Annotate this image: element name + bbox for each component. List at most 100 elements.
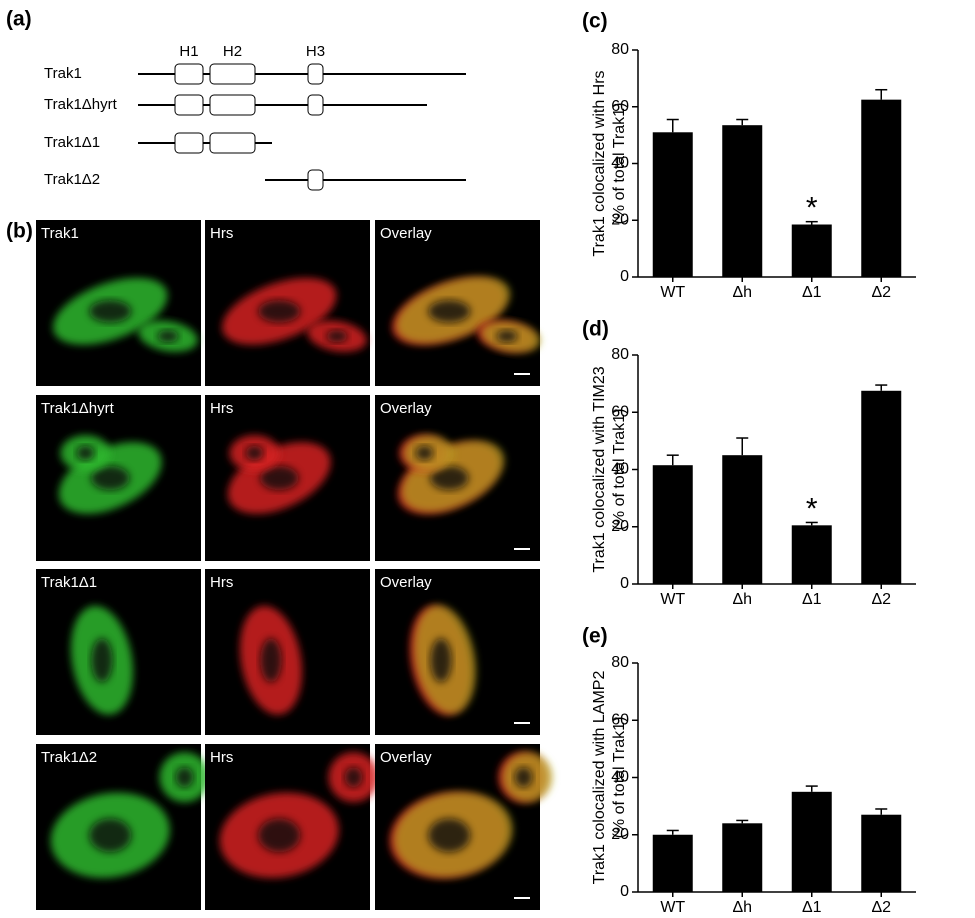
nucleus — [415, 445, 434, 461]
y-axis-label: Trak1 colocalized with TIM23 — [591, 366, 608, 572]
y-tick-label: 0 — [620, 575, 629, 592]
domain-box — [307, 63, 324, 85]
micrograph: Hrs — [205, 569, 370, 735]
x-tick-label: Δh — [732, 899, 752, 916]
domain-box — [209, 132, 256, 154]
y-tick-label: 20 — [611, 518, 629, 535]
micrograph-label: Hrs — [210, 225, 233, 242]
domain-box — [174, 94, 204, 116]
bar — [791, 224, 832, 277]
x-tick-label: Δ2 — [871, 591, 891, 608]
nucleus — [76, 445, 95, 461]
y-tick-label: 80 — [611, 41, 629, 58]
bar — [861, 99, 902, 277]
domain-label: H2 — [223, 43, 242, 60]
micrograph: Overlay — [375, 569, 540, 735]
nucleus — [514, 767, 533, 788]
nucleus — [260, 638, 282, 683]
x-tick-label: WT — [660, 899, 685, 916]
nucleus — [157, 330, 179, 343]
micrograph-label: Overlay — [380, 225, 432, 242]
nucleus — [430, 466, 469, 490]
x-tick-label: Δ1 — [802, 899, 822, 916]
micrograph: Overlay — [375, 744, 553, 910]
bar — [722, 823, 763, 892]
micrograph: Hrs — [205, 395, 370, 561]
x-tick-label: Δh — [732, 284, 752, 301]
nucleus — [91, 466, 130, 490]
bar — [861, 814, 902, 892]
micrograph-label: Hrs — [210, 400, 233, 417]
x-tick-label: Δ2 — [871, 284, 891, 301]
nucleus — [175, 767, 194, 788]
micrograph: Trak1 — [36, 220, 201, 386]
micrograph: Hrs — [205, 744, 379, 910]
construct-label: Trak1Δhyrt — [44, 96, 118, 113]
nucleus — [430, 638, 452, 683]
micrograph: Trak1Δ2 — [36, 744, 210, 910]
panel-label: (d) — [582, 318, 609, 341]
nucleus — [91, 638, 113, 683]
y-axis-label: (% of total Trak1) — [611, 103, 628, 225]
y-tick-label: 60 — [611, 711, 629, 728]
domain-box — [307, 94, 324, 116]
construct-label: Trak1Δ2 — [44, 171, 100, 188]
x-tick-label: WT — [660, 591, 685, 608]
micrograph: Trak1Δ1 — [36, 569, 201, 735]
domain-box — [174, 132, 204, 154]
nucleus — [496, 330, 518, 343]
y-axis-label: (% of total Trak1) — [611, 409, 628, 531]
y-tick-label: 40 — [611, 769, 629, 786]
micrograph-label: Trak1 — [41, 225, 79, 242]
panel-label: (c) — [582, 10, 608, 33]
nucleus — [89, 300, 132, 323]
micrograph-label: Trak1Δ2 — [41, 749, 97, 766]
bar — [652, 834, 693, 892]
domain-label: H1 — [179, 43, 198, 60]
nucleus — [260, 466, 299, 490]
x-tick-label: Δ2 — [871, 899, 891, 916]
y-tick-label: 60 — [611, 98, 629, 115]
panel-label: (b) — [6, 220, 33, 243]
domain-box — [209, 63, 256, 85]
panel-label: (a) — [6, 8, 32, 31]
y-tick-label: 60 — [611, 403, 629, 420]
micrograph-label: Hrs — [210, 749, 233, 766]
x-tick-label: Δ1 — [802, 284, 822, 301]
y-tick-label: 20 — [611, 211, 629, 228]
bar — [791, 791, 832, 892]
micrograph-label: Hrs — [210, 574, 233, 591]
nucleus — [89, 818, 132, 853]
x-tick-label: Δh — [732, 591, 752, 608]
y-tick-label: 80 — [611, 654, 629, 671]
nucleus — [326, 330, 348, 343]
micrograph: Overlay — [375, 220, 541, 386]
micrograph: Overlay — [375, 395, 540, 561]
nucleus — [428, 818, 471, 853]
significance-mark: * — [806, 492, 818, 525]
bar — [722, 125, 763, 277]
nucleus — [245, 445, 264, 461]
domain-label: H3 — [306, 43, 325, 60]
nucleus — [258, 300, 301, 323]
micrograph-label: Trak1Δ1 — [41, 574, 97, 591]
y-axis-label: (% of total Trak1) — [611, 717, 628, 839]
bar — [791, 525, 832, 584]
construct-label: Trak1Δ1 — [44, 134, 100, 151]
y-tick-label: 0 — [620, 268, 629, 285]
y-tick-label: 40 — [611, 155, 629, 172]
y-axis-label: Trak1 colocalized with Hrs — [591, 70, 608, 256]
micrograph-label: Trak1Δhyrt — [41, 400, 115, 417]
domain-box — [307, 169, 324, 191]
nucleus — [428, 300, 471, 323]
y-axis-label: Trak1 colocalized with LAMP2 — [591, 671, 608, 885]
micrograph-label: Overlay — [380, 400, 432, 417]
domain-box — [209, 94, 256, 116]
bar — [652, 132, 693, 277]
micrograph-label: Overlay — [380, 574, 432, 591]
micrograph-label: Overlay — [380, 749, 432, 766]
y-tick-label: 0 — [620, 883, 629, 900]
bar — [652, 465, 693, 584]
nucleus — [258, 818, 301, 853]
